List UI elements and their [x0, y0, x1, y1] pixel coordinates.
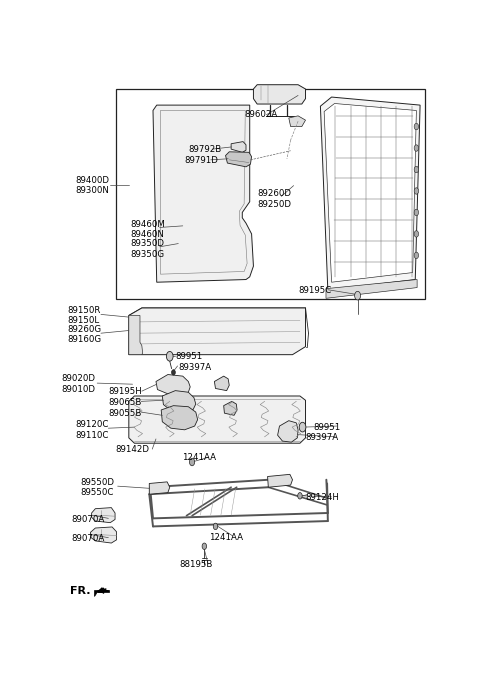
- Text: 89195C: 89195C: [298, 286, 331, 296]
- Text: 89142D: 89142D: [115, 445, 149, 454]
- Polygon shape: [321, 97, 420, 290]
- Polygon shape: [162, 390, 196, 413]
- Text: 89791D: 89791D: [185, 156, 218, 165]
- Circle shape: [414, 231, 419, 237]
- Text: 89150R
89150L: 89150R 89150L: [67, 306, 101, 325]
- Text: 89070A: 89070A: [71, 535, 105, 543]
- Polygon shape: [92, 507, 115, 523]
- Polygon shape: [326, 279, 417, 298]
- Polygon shape: [149, 482, 170, 494]
- Bar: [116, 89, 424, 300]
- Text: FR.: FR.: [71, 585, 91, 596]
- Circle shape: [414, 167, 419, 173]
- Circle shape: [414, 187, 419, 194]
- Polygon shape: [153, 105, 253, 282]
- Polygon shape: [267, 475, 292, 487]
- Text: 89065B: 89065B: [108, 398, 142, 407]
- Text: 89460M
89460N: 89460M 89460N: [131, 220, 166, 239]
- Text: 89020D
89010D: 89020D 89010D: [62, 374, 96, 394]
- Polygon shape: [129, 308, 305, 355]
- Polygon shape: [289, 116, 305, 127]
- Polygon shape: [277, 421, 298, 442]
- Text: 89397A: 89397A: [178, 362, 211, 372]
- Circle shape: [414, 123, 419, 130]
- Circle shape: [298, 493, 302, 499]
- Polygon shape: [94, 590, 109, 596]
- Circle shape: [414, 209, 419, 215]
- Text: 89070A: 89070A: [71, 515, 105, 524]
- Polygon shape: [129, 308, 305, 316]
- Text: 89124H: 89124H: [305, 493, 339, 503]
- Polygon shape: [91, 527, 117, 543]
- Circle shape: [355, 291, 360, 300]
- Text: 88195B: 88195B: [180, 560, 213, 569]
- Circle shape: [414, 145, 419, 151]
- Polygon shape: [231, 141, 246, 153]
- Text: 89055B: 89055B: [108, 408, 142, 418]
- Circle shape: [414, 252, 419, 259]
- Text: 89550D
89550C: 89550D 89550C: [81, 477, 114, 497]
- Text: 89260G
89160G: 89260G 89160G: [67, 325, 102, 344]
- Circle shape: [171, 369, 175, 375]
- Polygon shape: [129, 316, 143, 355]
- Text: 89951: 89951: [175, 352, 203, 361]
- Text: 89951: 89951: [313, 422, 340, 431]
- Text: 1241AA: 1241AA: [182, 452, 216, 461]
- Polygon shape: [324, 103, 416, 282]
- Text: 89260D
89250D: 89260D 89250D: [257, 190, 291, 208]
- Circle shape: [167, 351, 173, 361]
- Polygon shape: [226, 152, 252, 167]
- Circle shape: [202, 543, 206, 549]
- Circle shape: [299, 422, 306, 432]
- Circle shape: [213, 523, 218, 530]
- Polygon shape: [161, 406, 198, 430]
- Text: 1241AA: 1241AA: [209, 533, 243, 542]
- Polygon shape: [156, 374, 190, 395]
- Polygon shape: [224, 401, 237, 415]
- Polygon shape: [129, 396, 305, 443]
- Circle shape: [190, 458, 195, 466]
- Text: 89602A: 89602A: [244, 110, 277, 119]
- Polygon shape: [215, 376, 229, 390]
- Text: 89120C
89110C: 89120C 89110C: [75, 420, 108, 440]
- Text: 89195H: 89195H: [108, 388, 142, 396]
- Text: 89350D
89350G: 89350D 89350G: [131, 239, 165, 259]
- Text: 89400D
89300N: 89400D 89300N: [75, 176, 109, 195]
- Text: 89397A: 89397A: [305, 434, 339, 443]
- Text: 89792B: 89792B: [188, 144, 222, 153]
- Polygon shape: [253, 85, 305, 104]
